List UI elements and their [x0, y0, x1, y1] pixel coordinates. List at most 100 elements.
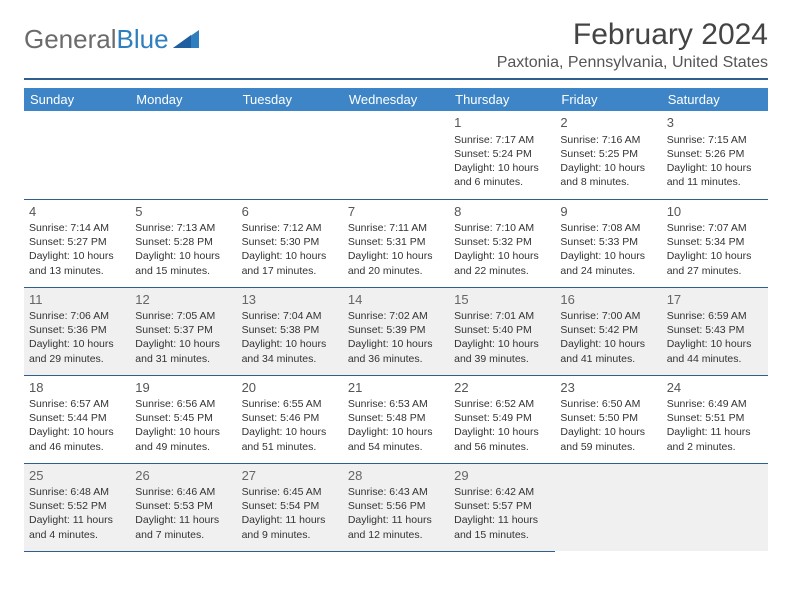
sunrise-line: Sunrise: 6:43 AM	[348, 485, 444, 499]
daylight-line: Daylight: 10 hours and 20 minutes.	[348, 249, 444, 277]
day-number: 29	[454, 467, 550, 485]
daylight-line: Daylight: 10 hours and 29 minutes.	[29, 337, 125, 365]
calendar-row: 18Sunrise: 6:57 AMSunset: 5:44 PMDayligh…	[24, 375, 768, 463]
day-number: 6	[242, 203, 338, 221]
sunset-line: Sunset: 5:48 PM	[348, 411, 444, 425]
daylight-line: Daylight: 11 hours and 15 minutes.	[454, 513, 550, 541]
sunrise-line: Sunrise: 6:59 AM	[667, 309, 763, 323]
calendar-row: 11Sunrise: 7:06 AMSunset: 5:36 PMDayligh…	[24, 287, 768, 375]
sunset-line: Sunset: 5:44 PM	[29, 411, 125, 425]
sunset-line: Sunset: 5:27 PM	[29, 235, 125, 249]
calendar-day-cell: 8Sunrise: 7:10 AMSunset: 5:32 PMDaylight…	[449, 199, 555, 287]
calendar-row: 1Sunrise: 7:17 AMSunset: 5:24 PMDaylight…	[24, 111, 768, 199]
calendar-day-cell: 17Sunrise: 6:59 AMSunset: 5:43 PMDayligh…	[662, 287, 768, 375]
calendar-empty-cell	[662, 463, 768, 551]
sunrise-line: Sunrise: 7:16 AM	[560, 133, 656, 147]
weekday-header: Thursday	[449, 88, 555, 111]
calendar-day-cell: 10Sunrise: 7:07 AMSunset: 5:34 PMDayligh…	[662, 199, 768, 287]
sunset-line: Sunset: 5:46 PM	[242, 411, 338, 425]
weekday-row: SundayMondayTuesdayWednesdayThursdayFrid…	[24, 88, 768, 111]
daylight-line: Daylight: 10 hours and 6 minutes.	[454, 161, 550, 189]
sunrise-line: Sunrise: 6:42 AM	[454, 485, 550, 499]
day-number: 18	[29, 379, 125, 397]
logo-text-blue: Blue	[117, 24, 169, 55]
weekday-header: Tuesday	[237, 88, 343, 111]
weekday-header: Monday	[130, 88, 236, 111]
day-number: 20	[242, 379, 338, 397]
daylight-line: Daylight: 10 hours and 54 minutes.	[348, 425, 444, 453]
daylight-line: Daylight: 10 hours and 59 minutes.	[560, 425, 656, 453]
sunrise-line: Sunrise: 7:15 AM	[667, 133, 763, 147]
sunrise-line: Sunrise: 7:11 AM	[348, 221, 444, 235]
sunset-line: Sunset: 5:54 PM	[242, 499, 338, 513]
daylight-line: Daylight: 10 hours and 34 minutes.	[242, 337, 338, 365]
sunrise-line: Sunrise: 6:49 AM	[667, 397, 763, 411]
sunrise-line: Sunrise: 6:55 AM	[242, 397, 338, 411]
calendar-day-cell: 24Sunrise: 6:49 AMSunset: 5:51 PMDayligh…	[662, 375, 768, 463]
sunset-line: Sunset: 5:56 PM	[348, 499, 444, 513]
calendar-day-cell: 19Sunrise: 6:56 AMSunset: 5:45 PMDayligh…	[130, 375, 236, 463]
day-number: 21	[348, 379, 444, 397]
logo-text-gray: General	[24, 24, 117, 55]
calendar-day-cell: 2Sunrise: 7:16 AMSunset: 5:25 PMDaylight…	[555, 111, 661, 199]
sunset-line: Sunset: 5:25 PM	[560, 147, 656, 161]
calendar-day-cell: 11Sunrise: 7:06 AMSunset: 5:36 PMDayligh…	[24, 287, 130, 375]
day-number: 7	[348, 203, 444, 221]
header-rule	[24, 78, 768, 80]
sunset-line: Sunset: 5:32 PM	[454, 235, 550, 249]
daylight-line: Daylight: 11 hours and 12 minutes.	[348, 513, 444, 541]
daylight-line: Daylight: 11 hours and 7 minutes.	[135, 513, 231, 541]
daylight-line: Daylight: 10 hours and 36 minutes.	[348, 337, 444, 365]
calendar-table: SundayMondayTuesdayWednesdayThursdayFrid…	[24, 88, 768, 552]
calendar-day-cell: 4Sunrise: 7:14 AMSunset: 5:27 PMDaylight…	[24, 199, 130, 287]
sunrise-line: Sunrise: 7:14 AM	[29, 221, 125, 235]
calendar-day-cell: 15Sunrise: 7:01 AMSunset: 5:40 PMDayligh…	[449, 287, 555, 375]
calendar-empty-cell	[130, 111, 236, 199]
sunset-line: Sunset: 5:49 PM	[454, 411, 550, 425]
sunset-line: Sunset: 5:26 PM	[667, 147, 763, 161]
day-number: 10	[667, 203, 763, 221]
sunset-line: Sunset: 5:38 PM	[242, 323, 338, 337]
day-number: 24	[667, 379, 763, 397]
day-number: 13	[242, 291, 338, 309]
day-number: 4	[29, 203, 125, 221]
sunset-line: Sunset: 5:57 PM	[454, 499, 550, 513]
location: Paxtonia, Pennsylvania, United States	[497, 54, 768, 72]
daylight-line: Daylight: 10 hours and 22 minutes.	[454, 249, 550, 277]
day-number: 16	[560, 291, 656, 309]
day-number: 19	[135, 379, 231, 397]
day-number: 25	[29, 467, 125, 485]
daylight-line: Daylight: 10 hours and 46 minutes.	[29, 425, 125, 453]
sunset-line: Sunset: 5:33 PM	[560, 235, 656, 249]
calendar-day-cell: 28Sunrise: 6:43 AMSunset: 5:56 PMDayligh…	[343, 463, 449, 551]
daylight-line: Daylight: 10 hours and 44 minutes.	[667, 337, 763, 365]
daylight-line: Daylight: 10 hours and 31 minutes.	[135, 337, 231, 365]
day-number: 11	[29, 291, 125, 309]
sunset-line: Sunset: 5:52 PM	[29, 499, 125, 513]
sunset-line: Sunset: 5:36 PM	[29, 323, 125, 337]
calendar-body: 1Sunrise: 7:17 AMSunset: 5:24 PMDaylight…	[24, 111, 768, 551]
sunset-line: Sunset: 5:51 PM	[667, 411, 763, 425]
calendar-day-cell: 23Sunrise: 6:50 AMSunset: 5:50 PMDayligh…	[555, 375, 661, 463]
daylight-line: Daylight: 10 hours and 24 minutes.	[560, 249, 656, 277]
day-number: 27	[242, 467, 338, 485]
sunset-line: Sunset: 5:30 PM	[242, 235, 338, 249]
calendar-day-cell: 6Sunrise: 7:12 AMSunset: 5:30 PMDaylight…	[237, 199, 343, 287]
month-title: February 2024	[497, 18, 768, 52]
sunrise-line: Sunrise: 7:05 AM	[135, 309, 231, 323]
sunrise-line: Sunrise: 7:12 AM	[242, 221, 338, 235]
daylight-line: Daylight: 10 hours and 51 minutes.	[242, 425, 338, 453]
calendar-day-cell: 25Sunrise: 6:48 AMSunset: 5:52 PMDayligh…	[24, 463, 130, 551]
sunset-line: Sunset: 5:37 PM	[135, 323, 231, 337]
calendar-day-cell: 21Sunrise: 6:53 AMSunset: 5:48 PMDayligh…	[343, 375, 449, 463]
daylight-line: Daylight: 10 hours and 13 minutes.	[29, 249, 125, 277]
sunset-line: Sunset: 5:39 PM	[348, 323, 444, 337]
calendar-day-cell: 13Sunrise: 7:04 AMSunset: 5:38 PMDayligh…	[237, 287, 343, 375]
daylight-line: Daylight: 10 hours and 8 minutes.	[560, 161, 656, 189]
calendar-head: SundayMondayTuesdayWednesdayThursdayFrid…	[24, 88, 768, 111]
sunset-line: Sunset: 5:43 PM	[667, 323, 763, 337]
sunset-line: Sunset: 5:34 PM	[667, 235, 763, 249]
sunset-line: Sunset: 5:50 PM	[560, 411, 656, 425]
sunrise-line: Sunrise: 6:57 AM	[29, 397, 125, 411]
sunset-line: Sunset: 5:31 PM	[348, 235, 444, 249]
